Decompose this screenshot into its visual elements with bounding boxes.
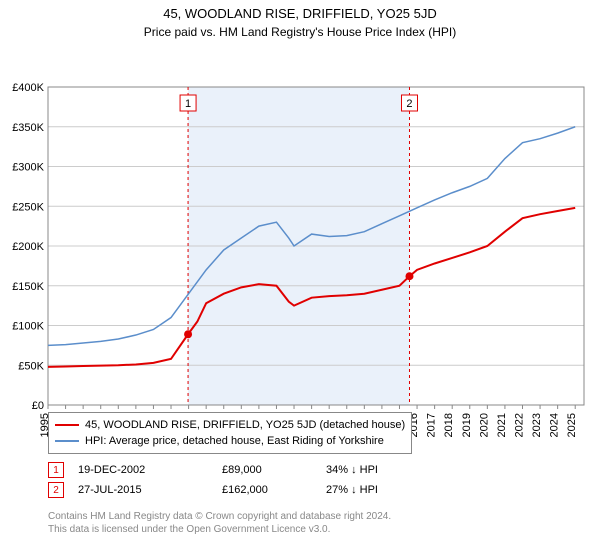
legend-swatch (55, 424, 79, 426)
sale-marker-number: 2 (406, 98, 412, 110)
legend-swatch (55, 440, 79, 442)
y-tick-label: £300K (12, 162, 44, 174)
x-tick-label: 2023 (531, 413, 543, 437)
legend: 45, WOODLAND RISE, DRIFFIELD, YO25 5JD (… (48, 412, 412, 454)
x-tick-label: 2024 (549, 413, 561, 437)
sales-table: 1 19-DEC-2002 £89,000 34% ↓ HPI 2 27-JUL-2015… (48, 460, 446, 500)
y-tick-label: £250K (12, 201, 44, 213)
legend-label: HPI: Average price, detached house, East… (85, 433, 384, 449)
x-tick-label: 2019 (461, 413, 473, 437)
sales-marker-box: 1 (48, 462, 64, 478)
legend-row: HPI: Average price, detached house, East… (55, 433, 405, 449)
y-tick-label: £400K (12, 82, 44, 94)
y-tick-label: £0 (32, 400, 44, 412)
credit-line2: This data is licensed under the Open Gov… (48, 523, 391, 536)
y-tick-label: £350K (12, 122, 44, 134)
x-tick-label: 2022 (513, 413, 525, 437)
y-tick-label: £100K (12, 321, 44, 333)
y-tick-label: £50K (18, 360, 44, 372)
sales-date: 27-JUL-2015 (78, 484, 208, 496)
x-tick-label: 2020 (478, 413, 490, 437)
sales-price: £89,000 (222, 464, 312, 476)
credit-block: Contains HM Land Registry data © Crown c… (48, 510, 391, 536)
legend-row: 45, WOODLAND RISE, DRIFFIELD, YO25 5JD (… (55, 417, 405, 433)
y-tick-label: £150K (12, 281, 44, 293)
chart-title-line2: Price paid vs. HM Land Registry's House … (0, 25, 600, 39)
title-block: 45, WOODLAND RISE, DRIFFIELD, YO25 5JD P… (0, 0, 600, 39)
sales-price: £162,000 (222, 484, 312, 496)
chart-svg: £0 £50K £100K £150K £200K £250K £300K £350K £400… (0, 39, 600, 449)
chart-container: 45, WOODLAND RISE, DRIFFIELD, YO25 5JD P… (0, 0, 600, 560)
x-tick-label: 2018 (443, 413, 455, 437)
sales-row: 2 27-JUL-2015 £162,000 27% ↓ HPI (48, 480, 446, 500)
legend-label: 45, WOODLAND RISE, DRIFFIELD, YO25 5JD (… (85, 417, 405, 433)
sale-marker-number: 1 (185, 98, 191, 110)
sales-delta: 27% ↓ HPI (326, 484, 446, 496)
sales-date: 19-DEC-2002 (78, 464, 208, 476)
chart-title-line1: 45, WOODLAND RISE, DRIFFIELD, YO25 5JD (0, 6, 600, 21)
credit-line1: Contains HM Land Registry data © Crown c… (48, 510, 391, 523)
x-tick-label: 2025 (566, 413, 578, 437)
sales-marker-box: 2 (48, 482, 64, 498)
x-tick-label: 2021 (496, 413, 508, 437)
sales-delta: 34% ↓ HPI (326, 464, 446, 476)
x-tick-label: 2017 (426, 413, 438, 437)
sales-row: 1 19-DEC-2002 £89,000 34% ↓ HPI (48, 460, 446, 480)
y-tick-label: £200K (12, 241, 44, 253)
